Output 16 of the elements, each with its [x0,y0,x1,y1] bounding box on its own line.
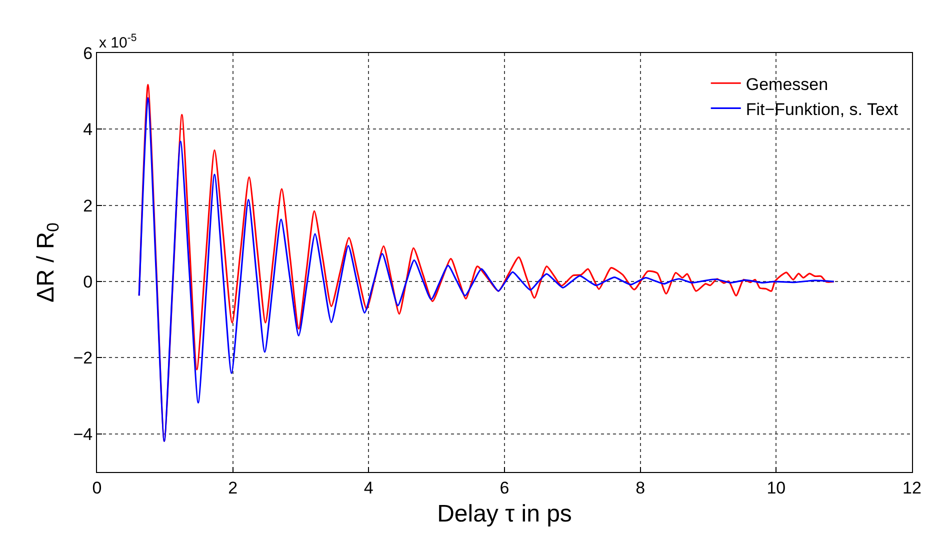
x-tick-label: 6 [500,478,510,498]
x-axis-title: Delay τ in ps [437,500,572,528]
y-tick-label: 2 [83,196,93,216]
x-tick-label: 10 [766,478,786,498]
y-tick-label: −2 [73,348,93,368]
y-tick-label: 0 [83,272,93,292]
x-tick-label: 8 [636,478,646,498]
legend-label: Fit−Funktion, s. Text [746,100,898,119]
legend-label: Gemessen [746,74,828,94]
y-tick-label: 4 [83,120,93,140]
y-tick-label: 6 [83,44,93,63]
y-tick-label: −4 [73,424,93,444]
x-tick-label: 4 [364,478,374,498]
text: x 10$^{-5}$ [99,32,137,52]
x-tick-label: 2 [228,478,238,498]
x-tick-label: 12 [902,478,922,498]
